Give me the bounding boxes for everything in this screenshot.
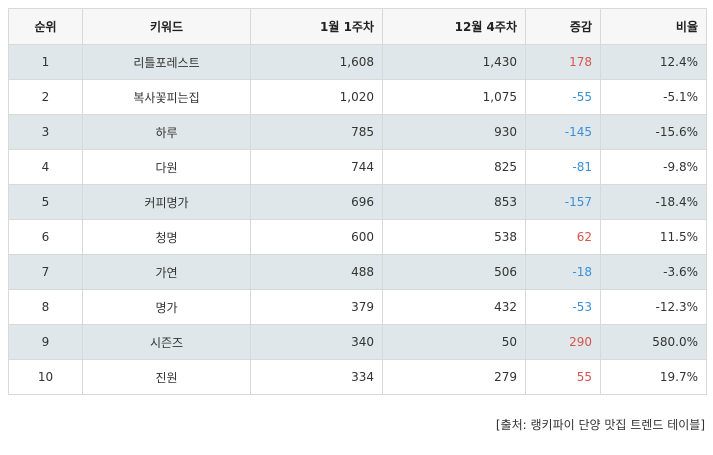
change-cell: -157	[525, 184, 601, 220]
rank-cell: 2	[8, 79, 83, 115]
ratio-cell: -15.6%	[600, 114, 707, 150]
week2-cell: 930	[382, 114, 526, 150]
table-row: 2 복사꽃피는집 1,020 1,075 -55 -5.1%	[8, 79, 707, 115]
week2-cell: 50	[382, 324, 526, 360]
week2-cell: 432	[382, 289, 526, 325]
change-cell: -53	[525, 289, 601, 325]
week2-cell: 1,430	[382, 44, 526, 80]
change-cell: -81	[525, 149, 601, 185]
table-row: 10 진원 334 279 55 19.7%	[8, 359, 707, 395]
week2-cell: 853	[382, 184, 526, 220]
ratio-cell: 12.4%	[600, 44, 707, 80]
change-cell: -55	[525, 79, 601, 115]
week2-cell: 506	[382, 254, 526, 290]
ratio-cell: -18.4%	[600, 184, 707, 220]
table-row: 7 가연 488 506 -18 -3.6%	[8, 254, 707, 290]
rank-cell: 1	[8, 44, 83, 80]
table-header: 순위 키워드 1월 1주차 12월 4주차 증감 비율	[8, 8, 707, 45]
header-keyword: 키워드	[82, 8, 251, 45]
week2-cell: 1,075	[382, 79, 526, 115]
rank-cell: 6	[8, 219, 83, 255]
keyword-cell: 명가	[82, 289, 251, 325]
ranking-table-container: 순위 키워드 1월 1주차 12월 4주차 증감 비율 1 리틀포레스트 1,608…	[8, 8, 707, 395]
change-cell: 62	[525, 219, 601, 255]
week2-cell: 825	[382, 149, 526, 185]
table-row: 4 다원 744 825 -81 -9.8%	[8, 149, 707, 185]
ratio-cell: 19.7%	[600, 359, 707, 395]
table-row: 1 리틀포레스트 1,608 1,430 178 12.4%	[8, 44, 707, 80]
keyword-cell: 다원	[82, 149, 251, 185]
week1-cell: 1,020	[250, 79, 383, 115]
table-row: 6 청명 600 538 62 11.5%	[8, 219, 707, 255]
week1-cell: 379	[250, 289, 383, 325]
week2-cell: 538	[382, 219, 526, 255]
week1-cell: 785	[250, 114, 383, 150]
keyword-cell: 복사꽃피는집	[82, 79, 251, 115]
ratio-cell: -9.8%	[600, 149, 707, 185]
table-row: 8 명가 379 432 -53 -12.3%	[8, 289, 707, 325]
table-body: 1 리틀포레스트 1,608 1,430 178 12.4% 2 복사꽃피는집 1,020 1,0…	[8, 44, 707, 395]
keyword-cell: 가연	[82, 254, 251, 290]
ratio-cell: -3.6%	[600, 254, 707, 290]
ratio-cell: -5.1%	[600, 79, 707, 115]
header-ratio: 비율	[600, 8, 707, 45]
rank-cell: 9	[8, 324, 83, 360]
keyword-ranking-table: 순위 키워드 1월 1주차 12월 4주차 증감 비율 1 리틀포레스트 1,608…	[8, 8, 707, 395]
week1-cell: 696	[250, 184, 383, 220]
week1-cell: 340	[250, 324, 383, 360]
header-rank: 순위	[8, 8, 83, 45]
rank-cell: 4	[8, 149, 83, 185]
change-cell: 290	[525, 324, 601, 360]
ratio-cell: 11.5%	[600, 219, 707, 255]
week1-cell: 334	[250, 359, 383, 395]
week2-cell: 279	[382, 359, 526, 395]
keyword-cell: 청명	[82, 219, 251, 255]
table-row: 3 하루 785 930 -145 -15.6%	[8, 114, 707, 150]
table-row: 9 시즌즈 340 50 290 580.0%	[8, 324, 707, 360]
keyword-cell: 하루	[82, 114, 251, 150]
rank-cell: 5	[8, 184, 83, 220]
change-cell: -18	[525, 254, 601, 290]
week1-cell: 744	[250, 149, 383, 185]
change-cell: -145	[525, 114, 601, 150]
keyword-cell: 진원	[82, 359, 251, 395]
keyword-cell: 커피명가	[82, 184, 251, 220]
header-row: 순위 키워드 1월 1주차 12월 4주차 증감 비율	[8, 8, 707, 45]
header-change: 증감	[525, 8, 601, 45]
week1-cell: 600	[250, 219, 383, 255]
ratio-cell: -12.3%	[600, 289, 707, 325]
change-cell: 55	[525, 359, 601, 395]
week1-cell: 488	[250, 254, 383, 290]
keyword-cell: 시즌즈	[82, 324, 251, 360]
ratio-cell: 580.0%	[600, 324, 707, 360]
rank-cell: 3	[8, 114, 83, 150]
week1-cell: 1,608	[250, 44, 383, 80]
source-caption: [출처: 랭키파이 단양 맛집 트렌드 테이블]	[495, 418, 705, 432]
rank-cell: 8	[8, 289, 83, 325]
header-week2: 12월 4주차	[382, 8, 526, 45]
keyword-cell: 리틀포레스트	[82, 44, 251, 80]
header-week1: 1월 1주차	[250, 8, 383, 45]
rank-cell: 7	[8, 254, 83, 290]
rank-cell: 10	[8, 359, 83, 395]
change-cell: 178	[525, 44, 601, 80]
table-row: 5 커피명가 696 853 -157 -18.4%	[8, 184, 707, 220]
